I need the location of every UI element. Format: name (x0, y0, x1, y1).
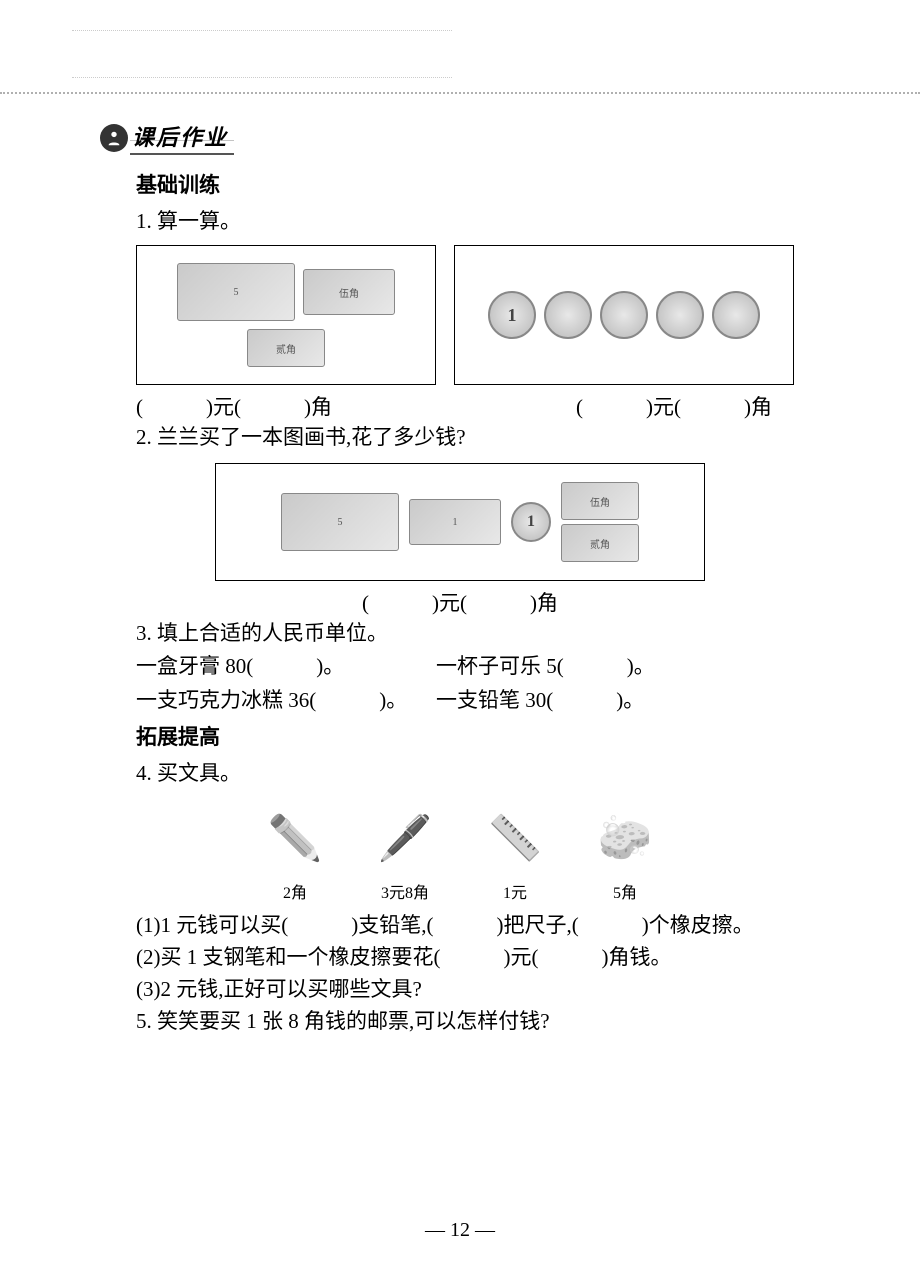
q4-sub2: (2)买 1 支钢笔和一个橡皮擦要花( )元( )角钱。 (136, 941, 820, 973)
q3-r1-left: 一盒牙膏 80( )。 (136, 649, 436, 683)
q1-fill-right: ( )元( )角 (476, 391, 772, 421)
page-content: 课后作业 基础训练 1. 算一算。 5 伍角 贰角 1 ( )元( )角 ( )… (100, 120, 820, 1037)
q1-fill-left: ( )元( )角 (136, 391, 476, 421)
coin (712, 291, 760, 339)
section-extend-title: 拓展提高 (136, 721, 820, 751)
pencil-icon: ✏️ (260, 803, 330, 873)
q4-prompt: 4. 买文具。 (136, 757, 820, 789)
banknote-5yuan: 5 (281, 493, 399, 551)
eraser-icon: 🧽 (590, 803, 660, 873)
stationery-pen: 🖊️ 3元8角 (370, 803, 440, 903)
q3-row1: 一盒牙膏 80( )。 一杯子可乐 5( )。 (136, 649, 820, 683)
banknote-5jiao: 伍角 (303, 269, 395, 315)
q1-prompt: 1. 算一算。 (136, 205, 820, 237)
coin (656, 291, 704, 339)
banknote-5yuan: 5 (177, 263, 295, 321)
dotted-separator (0, 92, 920, 94)
stationery-eraser: 🧽 5角 (590, 803, 660, 903)
q3-r2-left: 一支巧克力冰糕 36( )。 (136, 683, 436, 717)
ruler-label: 1元 (503, 879, 527, 903)
coin (544, 291, 592, 339)
q2-box: 5 1 1 伍角 贰角 (215, 463, 705, 581)
person-icon (100, 124, 128, 152)
q2-prompt: 2. 兰兰买了一本图画书,花了多少钱? (136, 421, 820, 453)
ruler-icon: 📏 (480, 803, 550, 873)
q1-fill-row: ( )元( )角 ( )元( )角 (136, 391, 820, 421)
q3-prompt: 3. 填上合适的人民币单位。 (136, 617, 820, 649)
q5-prompt: 5. 笑笑要买 1 张 8 角钱的邮票,可以怎样付钱? (136, 1005, 820, 1037)
badge-label: 课后作业 (130, 120, 234, 155)
q1-box-right: 1 (454, 245, 794, 385)
q3-row2: 一支巧克力冰糕 36( )。 一支铅笔 30( )。 (136, 683, 820, 717)
q4-sub1: (1)1 元钱可以买( )支铅笔,( )把尺子,( )个橡皮擦。 (136, 909, 820, 941)
coin (600, 291, 648, 339)
q2-small-notes: 伍角 贰角 (561, 482, 639, 562)
stationery-ruler: 📏 1元 (480, 803, 550, 903)
banknote-5jiao: 伍角 (561, 482, 639, 520)
stationery-pencil: ✏️ 2角 (260, 803, 330, 903)
q4-stationery: ✏️ 2角 🖊️ 3元8角 📏 1元 🧽 5角 (100, 803, 820, 903)
banknote-1yuan: 1 (409, 499, 501, 545)
pencil-label: 2角 (283, 879, 307, 903)
header-blank-box (72, 30, 452, 78)
pen-icon: 🖊️ (370, 803, 440, 873)
q1-box-left: 5 伍角 贰角 (136, 245, 436, 385)
section-basic-title: 基础训练 (136, 169, 820, 199)
banknote-2jiao: 贰角 (561, 524, 639, 562)
q3-r1-right: 一杯子可乐 5( )。 (436, 649, 655, 683)
coin-1yuan: 1 (511, 502, 551, 542)
q4-sub3: (3)2 元钱,正好可以买哪些文具? (136, 973, 820, 1005)
section-badge: 课后作业 (100, 120, 820, 155)
page-number: — 12 — (0, 1219, 920, 1242)
banknote-2jiao: 贰角 (247, 329, 325, 367)
q3-r2-right: 一支铅笔 30( )。 (436, 683, 644, 717)
eraser-label: 5角 (613, 879, 637, 903)
q2-fill: ( )元( )角 (100, 587, 820, 617)
q1-images: 5 伍角 贰角 1 (136, 245, 820, 385)
pen-label: 3元8角 (381, 879, 429, 903)
coin-1yuan: 1 (488, 291, 536, 339)
